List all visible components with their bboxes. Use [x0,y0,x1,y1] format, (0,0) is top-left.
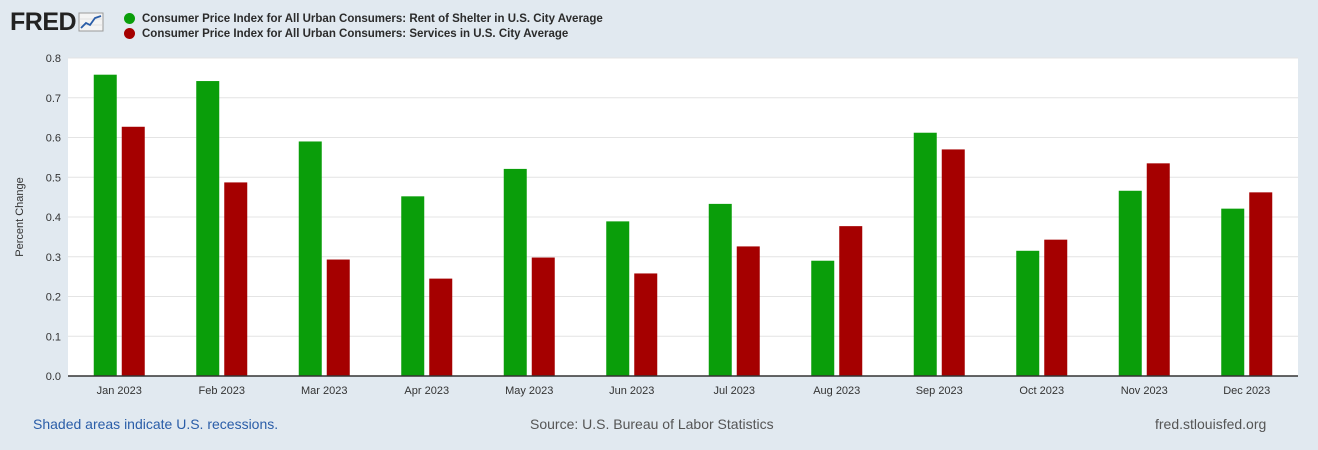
x-tick-label: Aug 2023 [813,385,860,397]
bar-shelter-may-2023[interactable] [503,168,527,376]
recessions-note[interactable]: Shaded areas indicate U.S. recessions. [33,416,279,432]
y-tick-label: 0.8 [46,53,61,65]
x-tick-label: Jun 2023 [609,385,654,397]
chart-legend: Consumer Price Index for All Urban Consu… [124,11,603,41]
x-tick-label: Feb 2023 [199,385,245,397]
bar-shelter-dec-2023[interactable] [1221,208,1245,376]
y-axis-ticks: 0.0 0.1 0.2 0.3 0.4 0.5 0.6 0.7 0.8 [46,53,61,383]
legend-item-services[interactable]: Consumer Price Index for All Urban Consu… [124,26,603,41]
y-tick-label: 0.6 [46,133,61,145]
bar-shelter-nov-2023[interactable] [1118,190,1142,376]
site-link[interactable]: fred.stlouisfed.org [1155,416,1267,432]
bar-chart: 0.0 0.1 0.2 0.3 0.4 0.5 0.6 0.7 0.8 Jan 2023 Feb … [14,53,1298,397]
x-tick-label: Mar 2023 [301,385,347,397]
x-tick-label: Nov 2023 [1121,385,1168,397]
bar-services-aug-2023[interactable] [839,226,863,376]
y-tick-label: 0.7 [46,93,61,105]
bar-shelter-jul-2023[interactable] [708,203,732,376]
fred-logo[interactable]: FRED [10,8,104,36]
bar-services-may-2023[interactable] [531,257,555,376]
y-tick-label: 0.1 [46,331,61,343]
bar-shelter-aug-2023[interactable] [811,260,835,376]
bar-shelter-jun-2023[interactable] [606,221,630,376]
x-tick-label: Apr 2023 [404,385,449,397]
fred-logo-text: FRED [10,7,77,36]
y-tick-label: 0.2 [46,292,61,304]
bar-services-jan-2023[interactable] [121,126,145,376]
y-tick-label: 0.5 [46,172,61,184]
chart-header: FRED Consumer Price Index for All Urban … [0,0,1318,50]
y-tick-label: 0.3 [46,252,61,264]
legend-marker-shelter [124,13,135,24]
bars [93,74,1273,377]
bar-shelter-feb-2023[interactable] [196,81,220,377]
x-axis-ticks: Jan 2023 Feb 2023 Mar 2023 Apr 2023 May 2023… [97,385,1271,397]
legend-item-shelter[interactable]: Consumer Price Index for All Urban Consu… [124,11,603,26]
x-tick-label: Jan 2023 [97,385,142,397]
source-note: Source: U.S. Bureau of Labor Statistics [530,416,774,432]
bar-services-sep-2023[interactable] [941,149,965,376]
bar-shelter-apr-2023[interactable] [401,196,425,376]
bar-services-oct-2023[interactable] [1044,239,1068,376]
y-axis-label: Percent Change [14,177,26,257]
bar-services-dec-2023[interactable] [1249,192,1273,376]
legend-label-services: Consumer Price Index for All Urban Consu… [142,27,569,40]
line-chart-icon [78,12,104,32]
legend-label-shelter: Consumer Price Index for All Urban Consu… [142,12,603,25]
bar-services-mar-2023[interactable] [326,259,350,376]
bar-services-feb-2023[interactable] [224,182,248,376]
x-tick-label: Oct 2023 [1019,385,1064,397]
y-tick-label: 0.4 [46,212,61,224]
y-tick-label: 0.0 [46,371,61,383]
bar-services-apr-2023[interactable] [429,278,453,376]
x-tick-label: May 2023 [505,385,553,397]
bar-shelter-jan-2023[interactable] [93,74,117,376]
bar-shelter-mar-2023[interactable] [298,141,322,376]
bar-services-jun-2023[interactable] [634,273,658,376]
gridlines [68,57,1298,337]
bar-services-nov-2023[interactable] [1146,163,1170,376]
x-tick-label: Jul 2023 [713,385,755,397]
bar-services-jul-2023[interactable] [736,246,760,376]
bar-shelter-sep-2023[interactable] [913,132,937,376]
x-tick-label: Dec 2023 [1223,385,1270,397]
bar-shelter-oct-2023[interactable] [1016,250,1040,376]
legend-marker-services [124,28,135,39]
x-tick-label: Sep 2023 [916,385,963,397]
